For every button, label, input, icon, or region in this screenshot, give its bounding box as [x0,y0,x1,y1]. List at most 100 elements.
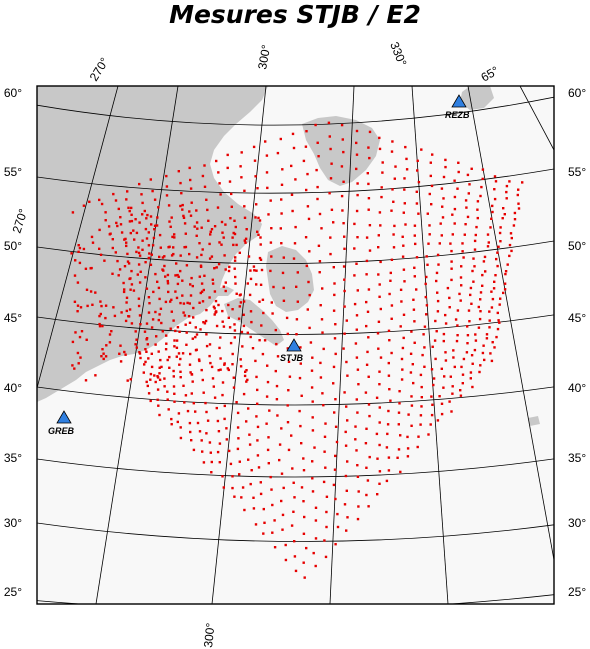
lat-labels-left: 60° 55° 50° 45° 40° 35° 30° 25° [4,86,22,599]
measurement-point [208,354,211,358]
measurement-point [442,339,445,343]
measurement-point [170,423,173,426]
measurement-point [342,347,345,350]
measurement-point [244,241,247,244]
measurement-point [128,220,132,223]
measurement-point [452,356,455,359]
measurement-point [189,283,192,286]
measurement-point [280,183,284,186]
measurement-point [366,350,369,354]
measurement-point [332,266,335,269]
measurement-point [141,248,144,251]
measurement-point [454,318,458,321]
station-rezb[interactable]: REZB [445,94,470,120]
measurement-point [346,419,349,422]
measurement-point [145,217,148,220]
measurement-point [186,301,189,305]
measurement-point [449,375,452,378]
measurement-point [354,425,357,428]
measurement-point [451,233,454,236]
measurement-point [254,359,257,363]
lat-label-right-30: 30° [568,516,586,530]
measurement-point [199,328,202,331]
measurement-point [436,310,440,313]
measurement-point [146,384,149,388]
measurement-point [501,217,504,220]
measurement-point [517,207,521,210]
measurement-point [281,513,285,517]
measurement-point [397,423,400,426]
lat-label-left-40: 40° [4,381,22,395]
measurement-point [440,402,444,405]
measurement-point [334,497,337,501]
measurement-point [406,455,410,458]
measurement-point [108,333,112,336]
station-label-greb: GREB [48,426,75,436]
measurement-point [364,391,368,394]
measurement-point [336,525,340,529]
measurement-point [290,524,294,527]
measurement-point [127,206,130,209]
measurement-point [356,193,359,197]
measurement-point [266,186,269,190]
measurement-point [164,275,167,278]
measurement-point [244,370,247,373]
measurement-point [271,312,274,315]
measurement-point [496,264,499,268]
measurement-point [282,299,286,302]
measurement-point [317,155,320,158]
measurement-point [258,339,261,342]
measurement-point [227,368,230,372]
measurement-point [228,180,232,183]
measurement-point [158,378,162,381]
measurement-point [310,369,314,372]
measurement-point [316,197,319,201]
measurement-point [423,365,426,368]
station-greb[interactable]: GREB [48,410,75,436]
measurement-point [332,309,336,312]
measurement-point [184,232,187,235]
measurement-point [457,161,460,164]
measurement-point [158,413,161,417]
measurement-point [367,146,370,149]
measurement-point [273,519,276,522]
measurement-point [256,388,259,392]
measurement-point [284,543,287,547]
measurement-point [252,507,256,510]
measurement-point [262,507,265,511]
measurement-point [191,380,194,383]
measurement-point [119,216,122,219]
measurement-point [145,287,149,290]
measurement-point [278,443,282,446]
measurement-point [77,250,80,253]
measurement-point [498,231,502,235]
measurement-point [218,442,222,445]
measurement-point [269,269,272,273]
measurement-point [177,275,180,278]
measurement-point [123,350,126,354]
measurement-point [165,194,169,197]
measurement-point [392,200,395,203]
measurement-point [104,304,108,307]
measurement-point [175,296,179,300]
measurement-point [355,209,359,213]
measurement-point [318,212,322,216]
measurement-point [379,307,382,311]
measurement-point [378,470,382,473]
measurement-point [477,326,481,329]
measurement-point [259,258,263,261]
measurement-point [82,247,86,251]
station-stjb[interactable]: STJB [280,338,304,363]
measurement-point [172,319,175,322]
measurement-point [309,341,313,344]
measurement-point [387,469,391,472]
measurement-point [164,300,168,304]
measurement-point [365,300,368,304]
measurement-point [172,385,176,388]
measurement-point [473,265,476,268]
measurement-point [145,380,148,384]
measurement-point [466,325,469,328]
measurement-point [110,330,113,333]
measurement-point [420,385,423,389]
measurement-point [302,457,305,460]
